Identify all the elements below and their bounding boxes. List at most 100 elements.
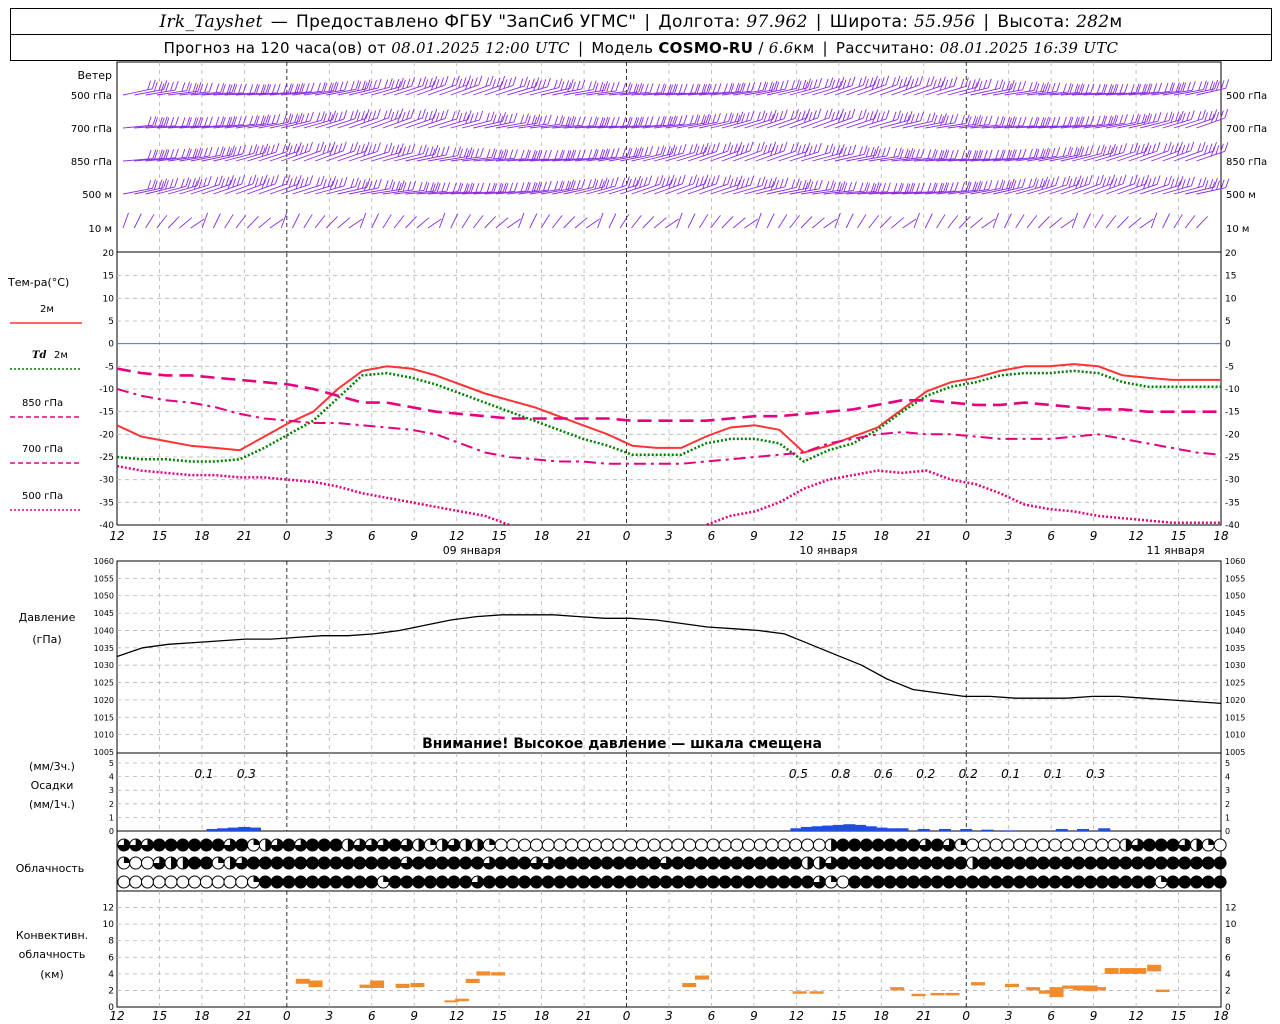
time-tick-label: 0 — [962, 529, 970, 543]
temp-ytick-right: -40 — [1225, 521, 1240, 531]
conv-ytick: 4 — [108, 970, 114, 980]
cloud-symbol — [824, 875, 838, 889]
cloud-symbol — [989, 875, 1003, 889]
time-tick-label-bottom: 3 — [1005, 1009, 1013, 1023]
prec-ytick-right: 1 — [1225, 813, 1230, 822]
wind-barb — [246, 216, 259, 229]
time-tick-label-bottom: 21 — [237, 1009, 252, 1023]
cloud-symbol — [883, 838, 897, 852]
wind-barb — [281, 111, 314, 129]
temp-ytick-right: -10 — [1225, 385, 1240, 395]
convective-block — [1155, 989, 1170, 993]
time-tick-label-bottom: 21 — [576, 1009, 591, 1023]
wind-barb — [1150, 212, 1158, 229]
wind-barb — [676, 212, 683, 229]
wind-barb — [360, 108, 392, 129]
day-label: 10 января — [799, 544, 857, 557]
wind-barb — [586, 116, 620, 129]
time-tick-label: 15 — [152, 529, 167, 543]
time-tick-label: 6 — [708, 529, 716, 543]
temp-series-t2m — [117, 363, 1221, 454]
temp-ytick-right: -30 — [1225, 476, 1240, 486]
wind-barb — [778, 78, 811, 96]
wind-barb — [1151, 110, 1184, 129]
cloud-symbol — [753, 856, 767, 870]
wind-barb — [552, 178, 586, 195]
cloud-symbol — [824, 856, 838, 870]
wind-barb — [823, 144, 857, 162]
wind-barb — [1162, 81, 1196, 96]
wind-barb — [1072, 144, 1105, 162]
pres-ytick: 1045 — [94, 609, 114, 618]
wind-barb — [1196, 108, 1229, 129]
legend-label: 2м — [54, 350, 68, 361]
wind-barb — [281, 175, 314, 195]
wind-barb — [416, 75, 449, 96]
wind-barb — [507, 149, 541, 162]
provider: Предоставлено ФГБУ "ЗапСиб УГМС" — [296, 11, 637, 32]
wind-barb — [315, 80, 349, 96]
wind-barb — [122, 149, 157, 162]
wind-barb — [936, 149, 970, 162]
cloud-symbol — [930, 875, 944, 889]
cloud-symbol — [364, 875, 378, 889]
time-tick-label-bottom: 18 — [194, 1009, 210, 1023]
cloud-symbol — [730, 875, 744, 889]
cloud-symbol — [930, 838, 944, 852]
cloud-symbol — [258, 875, 272, 889]
time-tick-label-bottom: 12 — [1128, 1009, 1143, 1023]
wind-barb — [461, 111, 495, 129]
wind-barb — [122, 116, 157, 129]
cloud-symbol — [942, 838, 956, 852]
wind-barb — [687, 112, 721, 129]
wind-barb — [1004, 177, 1037, 195]
cloud-symbol — [801, 838, 815, 852]
wind-barb — [224, 115, 258, 129]
temp-ytick-right: -25 — [1225, 453, 1240, 463]
wind-barb — [891, 217, 904, 229]
conv-ytick-right: 10 — [1225, 920, 1237, 930]
wind-barb — [563, 148, 597, 162]
prec-ytick-right: 4 — [1225, 773, 1230, 782]
wind-barb — [631, 115, 665, 129]
cloud-symbol — [1013, 838, 1027, 852]
precip-bar — [939, 828, 951, 831]
cloud-symbol — [235, 856, 249, 870]
precip-bar — [790, 828, 803, 831]
wind-barb — [156, 177, 190, 195]
wind-level-label-right: 850 гПа — [1226, 157, 1267, 168]
wind-barb — [846, 109, 879, 129]
cloud-symbol — [577, 875, 591, 889]
wind-barb — [936, 77, 969, 96]
wind-barb — [1003, 213, 1012, 229]
wind-barb — [642, 216, 655, 229]
cloud-symbol — [435, 838, 449, 852]
wind-barb — [789, 215, 800, 229]
wind-barb — [1060, 218, 1075, 229]
wind-barb — [1015, 116, 1050, 129]
convective-block — [1026, 987, 1041, 991]
wind-barb — [767, 178, 800, 195]
wind-barb — [167, 216, 180, 229]
wind-barb — [428, 146, 462, 162]
cloud-symbol — [423, 875, 437, 889]
convective-block — [1104, 968, 1119, 974]
precip-value-label: 0.8 — [831, 767, 850, 781]
convective-block — [1132, 968, 1147, 974]
wind-barb — [337, 141, 370, 162]
wind-barb — [168, 116, 202, 129]
cloud-symbol — [1001, 838, 1015, 852]
wind-title: Ветер — [78, 69, 112, 82]
wind-barb — [789, 108, 822, 129]
precip-bar — [917, 828, 930, 831]
wind-barb — [597, 212, 604, 229]
wind-barb — [620, 83, 654, 96]
wind-barb — [597, 147, 631, 162]
cloud-symbol — [1142, 838, 1156, 852]
wind-barb — [427, 75, 460, 96]
wind-barb — [201, 175, 234, 195]
cloud-symbol — [624, 856, 638, 870]
wind-barb — [235, 83, 270, 96]
wind-barb — [258, 142, 291, 162]
pres-ytick: 1005 — [94, 748, 114, 757]
